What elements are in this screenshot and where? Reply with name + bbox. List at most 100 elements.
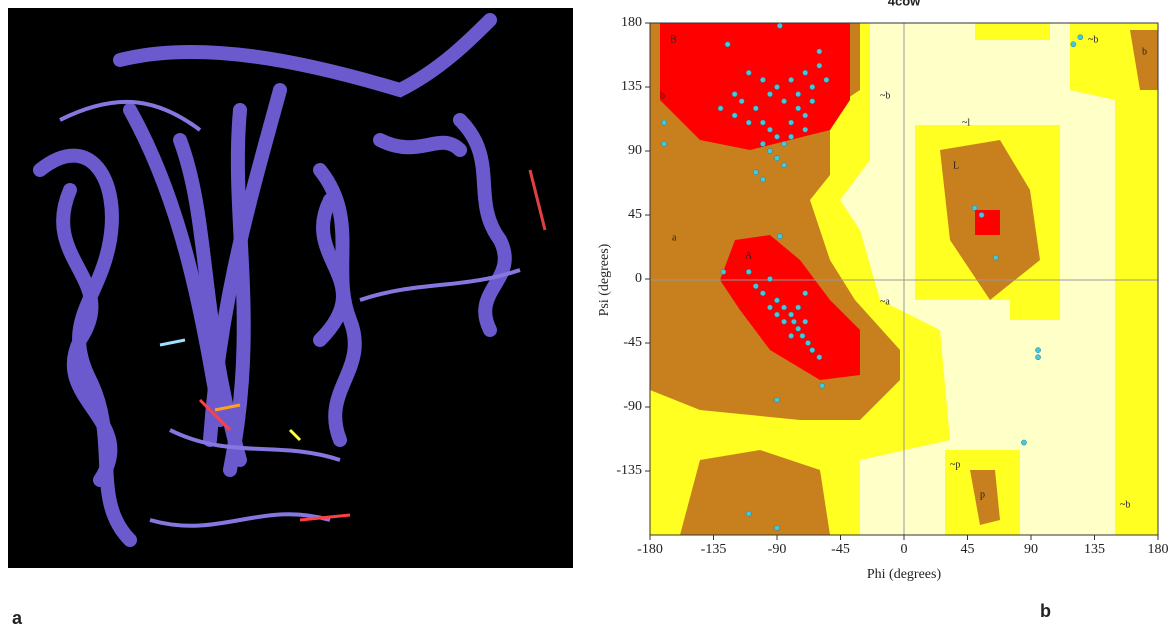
residue-point xyxy=(774,397,780,403)
residue-point xyxy=(760,77,766,83)
residue-point xyxy=(795,105,802,112)
residue-point xyxy=(781,98,787,105)
residue-point xyxy=(760,141,766,147)
residue-point xyxy=(791,318,797,325)
residue-point xyxy=(816,48,823,55)
residue-point xyxy=(788,119,794,126)
y-tick-label: 135 xyxy=(621,79,642,94)
residue-point xyxy=(731,91,738,97)
residue-point xyxy=(799,333,806,339)
residue-point xyxy=(781,141,787,147)
residue-point xyxy=(724,41,731,48)
residue-point xyxy=(816,354,823,361)
residue-point xyxy=(776,22,783,29)
x-tick-label: -45 xyxy=(831,542,850,557)
residue-point xyxy=(971,205,978,211)
x-tick-label: -180 xyxy=(637,542,663,557)
y-tick-label: 0 xyxy=(635,271,642,286)
residue-point xyxy=(809,84,816,90)
residue-point xyxy=(823,77,830,83)
plot-regions xyxy=(649,22,1159,536)
residue-point xyxy=(819,382,826,389)
x-tick-label: 180 xyxy=(1148,542,1169,557)
residue-point xyxy=(745,119,752,126)
region-label: a xyxy=(672,232,677,243)
region-label: ~b xyxy=(880,90,890,101)
residue-point xyxy=(774,297,780,304)
residue-point xyxy=(774,311,780,318)
residue-point xyxy=(767,304,773,311)
residue-point xyxy=(774,155,780,161)
residue-point xyxy=(745,69,752,76)
y-tick-label: 180 xyxy=(621,15,642,30)
residue-point xyxy=(776,233,783,240)
region-label: ~b xyxy=(1120,499,1130,510)
region-label: b xyxy=(1142,46,1147,57)
residue-point xyxy=(760,290,766,297)
residue-point xyxy=(767,276,773,282)
residue-point xyxy=(809,347,816,353)
residue-point xyxy=(717,105,724,112)
residue-point xyxy=(788,333,794,339)
residue-point xyxy=(774,525,780,531)
panel-label: b xyxy=(1040,601,1051,621)
residue-point xyxy=(661,119,667,126)
x-axis-label: Phi (degrees) xyxy=(867,567,942,582)
residue-point xyxy=(992,254,999,261)
residue-point xyxy=(745,269,752,275)
residue-point xyxy=(802,126,809,133)
residue-point xyxy=(1035,354,1041,361)
protein-structure xyxy=(8,8,573,568)
residue-point xyxy=(788,77,794,83)
residue-point xyxy=(781,162,787,169)
region-label: A xyxy=(745,250,753,261)
panel-label: a xyxy=(12,608,23,627)
y-tick-label: -90 xyxy=(623,399,642,414)
region-label: B xyxy=(670,34,677,45)
x-tick-label: -135 xyxy=(701,542,727,557)
y-tick-label: 45 xyxy=(628,207,642,222)
residue-point xyxy=(731,112,738,119)
region-label: ~a xyxy=(880,296,890,307)
residue-point xyxy=(760,119,766,126)
x-tick-label: 90 xyxy=(1024,542,1038,557)
residue-point xyxy=(767,91,773,97)
residue-point xyxy=(720,269,727,275)
residue-point xyxy=(752,105,759,112)
region-label: ~p xyxy=(950,459,960,470)
residue-point xyxy=(774,84,780,90)
residue-point xyxy=(795,304,802,311)
residue-point xyxy=(752,169,759,176)
residue-point xyxy=(795,325,802,332)
residue-point xyxy=(1070,41,1077,48)
region-label: p xyxy=(980,489,985,500)
residue-point xyxy=(788,133,794,140)
x-tick-label: 45 xyxy=(961,542,975,557)
region-labels: B b A a L ~l ~b ~a ~p p b ~b ~b xyxy=(660,34,1147,510)
residue-point xyxy=(767,126,773,133)
residue-point xyxy=(781,318,787,325)
residue-point xyxy=(781,304,787,311)
residue-point xyxy=(802,69,809,76)
residue-point xyxy=(788,311,794,318)
region-label: b xyxy=(660,90,665,101)
y-tick-label: 90 xyxy=(628,143,642,158)
residue-point xyxy=(745,510,752,517)
region-label: ~l xyxy=(962,117,970,128)
residue-point xyxy=(661,141,667,147)
region-label: ~b xyxy=(1088,34,1098,45)
residue-point xyxy=(795,91,802,97)
region-label: L xyxy=(953,160,959,171)
y-axis-label: Psi (degrees) xyxy=(597,243,612,316)
residue-point xyxy=(802,112,809,119)
residue-point xyxy=(816,62,823,69)
y-tick-label: -45 xyxy=(623,335,642,350)
x-tick-label: 0 xyxy=(901,542,908,557)
residue-point xyxy=(767,148,773,154)
residue-point xyxy=(774,133,780,140)
residue-point xyxy=(738,98,745,105)
x-tick-label: -90 xyxy=(768,542,787,557)
residue-point xyxy=(802,318,809,325)
residue-point xyxy=(1077,34,1084,41)
